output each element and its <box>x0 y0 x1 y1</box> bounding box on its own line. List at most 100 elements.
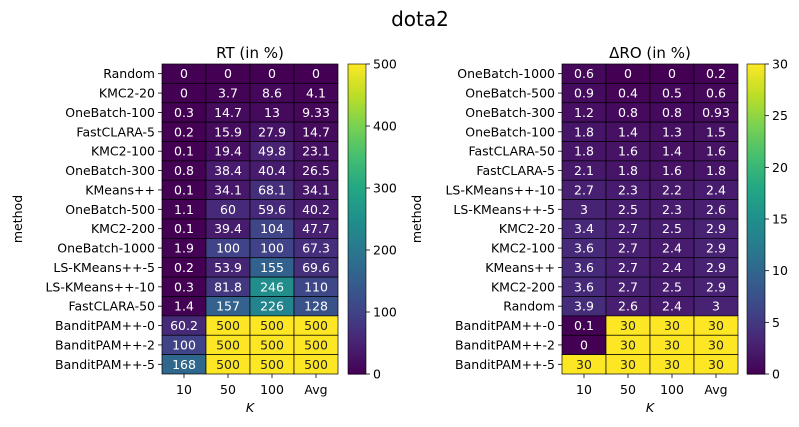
chart1-colorbar-segment <box>348 259 366 263</box>
chart1-colorbar-segment <box>348 138 366 143</box>
chart1-y-tick-label: LS-KMeans++-10 <box>45 279 155 294</box>
chart1-cell-label: 0.8 <box>174 163 194 178</box>
chart1-y-tick-label: OneBatch-1000 <box>57 241 155 256</box>
chart2-colorbar-segment <box>747 277 765 282</box>
chart2-y-tick-label: KMeans++ <box>485 260 555 275</box>
chart1-colorbar-segment <box>348 88 366 93</box>
chart1-colorbar-segment <box>348 147 366 152</box>
chart2-colorbar-segment <box>747 160 765 164</box>
chart1-colorbar-segment <box>348 352 366 356</box>
chart2-cell-label: 1.8 <box>706 163 726 178</box>
chart1-colorbar-segment <box>348 305 366 310</box>
chart1-cell-label: 3.7 <box>218 86 238 101</box>
chart2-cell-label: 0.93 <box>702 105 730 120</box>
chart2-colorbar-segment <box>747 312 765 316</box>
chart2-colorbar-segment <box>747 104 765 108</box>
chart1-colorbar-segment <box>348 70 366 74</box>
chart1-colorbar-segment <box>348 271 366 276</box>
chart1-colorbar-segment <box>348 160 366 164</box>
chart1-colorbar-segment <box>348 250 366 254</box>
chart1-colorbar-tick-label: 400 <box>373 119 397 134</box>
chart1-cell-label: 15.9 <box>214 124 242 139</box>
chart2-colorbar-segment <box>747 212 765 217</box>
chart2-colorbar-segment <box>747 219 765 223</box>
chart2-cell-label: 0.2 <box>706 66 726 81</box>
chart1-colorbar-segment <box>348 191 366 195</box>
chart2-cell-label: 3.6 <box>574 279 594 294</box>
chart2-colorbar-tick-label: 10 <box>772 263 788 278</box>
chart1-colorbar-segment <box>348 268 366 273</box>
chart1-cell-label: 0.3 <box>174 105 194 120</box>
chart1-cell-label: 500 <box>304 357 328 372</box>
chart2-colorbar-segment <box>747 361 765 366</box>
chart1-x-tick-label: 10 <box>176 382 192 397</box>
chart2-colorbar-segment <box>747 129 765 133</box>
chart2-x-tick-label: 100 <box>660 382 684 397</box>
chart1-cell-label: 59.6 <box>258 202 286 217</box>
chart2-colorbar-segment <box>747 349 765 353</box>
chart2-colorbar-segment <box>747 262 765 267</box>
chart2-colorbar-segment <box>747 355 765 360</box>
chart2-colorbar-segment <box>747 126 765 130</box>
chart1-colorbar-segment <box>348 119 366 124</box>
chart1-cell-label: 1.4 <box>174 299 194 314</box>
chart1-colorbar-segment <box>348 302 366 307</box>
chart2-colorbar-segment <box>747 225 765 229</box>
chart2-colorbar-segment <box>747 184 765 189</box>
chart2-cell-label: 0.8 <box>662 105 682 120</box>
chart2-colorbar-segment <box>747 308 765 313</box>
chart2-cell-label: 3.6 <box>574 260 594 275</box>
chart2-colorbar-segment <box>747 79 765 84</box>
chart2-y-tick-label: KMC2-200 <box>491 279 555 294</box>
chart2-cell-label: 2.1 <box>574 163 594 178</box>
chart1-colorbar-frame <box>347 63 367 375</box>
chart2-colorbar-segment <box>747 88 765 93</box>
chart1-colorbar-segment <box>348 144 366 149</box>
chart1-cell-label: 14.7 <box>214 105 242 120</box>
chart2-cell-label: 1.3 <box>662 124 682 139</box>
chart1-x-tick-label: 100 <box>260 382 284 397</box>
chart2-cell-label: 1.4 <box>662 144 682 159</box>
chart2-cell-label: 30 <box>576 357 592 372</box>
chart2-cell-label: 2.7 <box>618 221 638 236</box>
chart2-colorbar-segment <box>747 64 765 68</box>
chart2-colorbar-segment <box>747 256 765 260</box>
chart1-cell-label: 100 <box>260 241 284 256</box>
chart2-colorbar-segment <box>747 157 765 161</box>
chart1-colorbar-segment <box>348 308 366 313</box>
chart1-colorbar-segment <box>348 321 366 325</box>
chart2-colorbar-segment <box>747 95 765 99</box>
chart2-cell-label: 1.6 <box>706 144 726 159</box>
chart1-colorbar-segment <box>348 166 366 170</box>
chart2-colorbar-segment <box>747 98 765 102</box>
chart2-cell-label: 2.4 <box>662 241 682 256</box>
chart2-cell-label: 1.2 <box>574 105 594 120</box>
chart1-cell-label: 226 <box>260 299 284 314</box>
chart2-cell-label: 3 <box>580 202 588 217</box>
chart1-colorbar-segment <box>348 246 366 251</box>
chart2-colorbar-segment <box>747 194 765 198</box>
chart1-cell-label: 68.1 <box>258 182 286 197</box>
chart1-colorbar-segment <box>348 150 366 155</box>
chart2-cell-label: 2.7 <box>618 260 638 275</box>
chart1-colorbar-segment <box>348 240 366 245</box>
chart2-cell-label: 2.9 <box>706 241 726 256</box>
chart1-colorbar-segment <box>348 172 366 177</box>
chart2-colorbar-segment <box>747 281 765 285</box>
chart2-colorbar-segment <box>747 101 765 105</box>
chart2-cell-label: 0.9 <box>574 86 594 101</box>
chart2-cell-label: 30 <box>620 357 636 372</box>
chart1-colorbar-segment <box>348 197 366 201</box>
chart2-colorbar-segment <box>747 327 765 332</box>
chart1-colorbar-tick-label: 100 <box>373 305 397 320</box>
chart1-y-tick-label: KMC2-20 <box>99 86 155 101</box>
chart2-cell-label: 2.4 <box>662 260 682 275</box>
chart2-cell-label: 30 <box>620 337 636 352</box>
chart2-cell-label: 2.3 <box>618 182 638 197</box>
chart1-colorbar-segment <box>348 188 366 192</box>
chart2-colorbar-segment <box>747 215 765 220</box>
chart1-colorbar-segment <box>348 256 366 260</box>
chart2-cell-label: 0.5 <box>662 86 682 101</box>
chart2-colorbar-segment <box>747 172 765 177</box>
chart1-colorbar-segment <box>348 364 366 369</box>
